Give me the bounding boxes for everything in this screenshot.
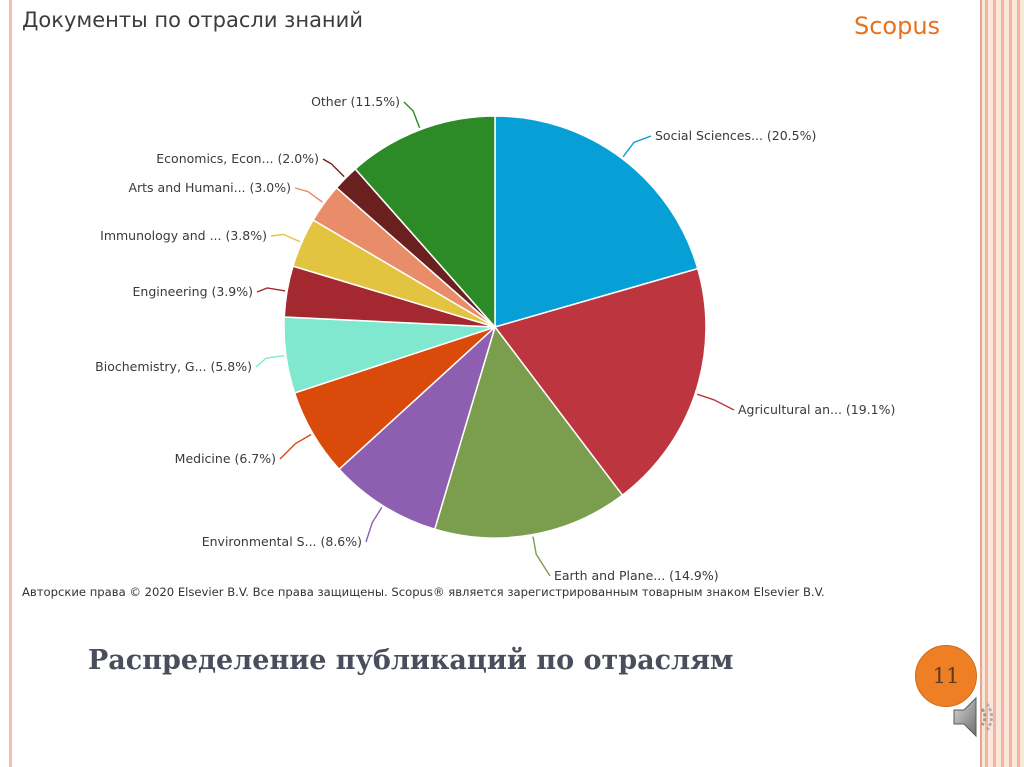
pie-slice-label: Immunology and ... (3.8%) (100, 228, 267, 243)
pie-slice-label: Engineering (3.9%) (133, 284, 253, 299)
pie-slice-label: Social Sciences... (20.5%) (655, 128, 816, 143)
slide-caption: Распределение публикаций по отраслям (88, 645, 734, 676)
scopus-logo: Scopus (854, 12, 941, 40)
pie-slice-label: Medicine (6.7%) (175, 451, 276, 466)
pie-leader-line (322, 158, 345, 178)
pie-slice-label: Arts and Humani... (3.0%) (128, 180, 291, 195)
pie-slice (338, 324, 497, 531)
pie-slice-label: Environmental S... (8.6%) (202, 534, 362, 549)
pie-slice-label: Agricultural an... (19.1%) (738, 402, 895, 417)
pie-slice (494, 115, 699, 328)
pie-leader-line (532, 536, 551, 577)
pie-slice (493, 267, 707, 497)
pie-chart: Social Sciences... (20.5%) Agricultural a… (95, 94, 895, 583)
copyright-notice: Авторские права © 2020 Elsevier B.V. Все… (22, 585, 825, 599)
left-decor-stripe (9, 0, 12, 767)
pie-slice-label: Other (11.5%) (311, 94, 400, 109)
pie-leader-line (365, 507, 383, 543)
pie-leader-line (294, 187, 323, 203)
pie-leader-line (696, 393, 735, 411)
pie-leader-line (403, 101, 421, 129)
chart-title: Документы по отрасли знаний (22, 8, 363, 32)
pie-slice (433, 325, 624, 539)
pie-slice-label: Biochemistry, G... (5.8%) (95, 359, 252, 374)
pie-leader-line (256, 287, 286, 293)
pie-leader-line (270, 233, 301, 243)
pie-leader-line (255, 355, 285, 368)
right-decor-stripes (980, 0, 1024, 767)
pie-slice-label: Earth and Plane... (14.9%) (554, 568, 719, 583)
pie-leader-line (622, 135, 652, 158)
page-number-badge: 11 (915, 645, 977, 707)
pie-slice-label: Economics, Econ... (2.0%) (156, 151, 319, 166)
pie-slice (354, 115, 496, 329)
pie-leader-line (279, 433, 312, 460)
speaker-icon[interactable] (948, 690, 1002, 744)
